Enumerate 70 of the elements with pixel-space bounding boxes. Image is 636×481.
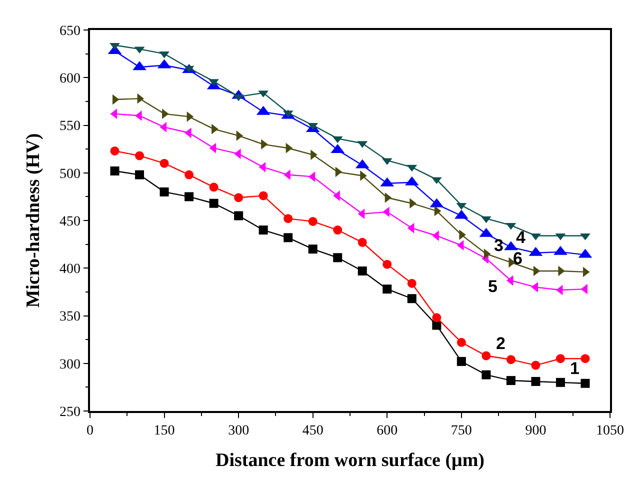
y-tick-label: 300 xyxy=(59,357,80,372)
point xyxy=(333,226,342,235)
point xyxy=(456,356,466,366)
series-label: 4 xyxy=(516,228,526,247)
point xyxy=(456,338,466,347)
point xyxy=(432,313,442,322)
point xyxy=(531,376,540,386)
point xyxy=(160,158,169,168)
point xyxy=(506,355,516,364)
point xyxy=(333,253,342,262)
x-tick-label: 1050 xyxy=(596,424,624,439)
point xyxy=(580,378,590,388)
x-tick-label: 750 xyxy=(450,424,472,439)
point xyxy=(506,376,516,386)
point xyxy=(407,294,416,304)
point xyxy=(284,214,293,224)
point xyxy=(258,226,268,235)
y-tick-label: 400 xyxy=(59,262,80,278)
point xyxy=(358,238,367,247)
y-axis-title: Micro-hardness (HV) xyxy=(22,133,44,308)
y-tick-label: 550 xyxy=(59,119,80,134)
point xyxy=(580,233,590,240)
point xyxy=(482,351,491,360)
x-tick-label: 900 xyxy=(525,424,546,439)
x-tick-label: 300 xyxy=(228,424,250,439)
x-tick-label: 0 xyxy=(86,424,94,439)
point xyxy=(382,260,392,269)
point xyxy=(209,182,218,192)
point xyxy=(432,320,442,330)
point xyxy=(184,170,194,180)
point xyxy=(556,378,565,387)
point xyxy=(209,198,218,208)
series-label: 3 xyxy=(494,236,504,255)
point xyxy=(358,266,367,276)
y-tick-label: 450 xyxy=(59,214,80,230)
point xyxy=(308,216,318,226)
x-tick-label: 150 xyxy=(154,424,175,439)
point xyxy=(482,370,491,380)
series-label: 5 xyxy=(488,277,498,296)
point xyxy=(530,233,541,240)
point xyxy=(456,240,464,250)
series-label: 1 xyxy=(570,359,580,378)
point xyxy=(382,284,392,294)
x-tick-label: 450 xyxy=(302,424,324,439)
x-tick-label: 600 xyxy=(376,424,398,439)
point xyxy=(236,130,244,141)
point xyxy=(110,42,120,50)
point xyxy=(407,278,416,288)
y-tick-label: 650 xyxy=(59,24,80,39)
y-tick-label: 500 xyxy=(59,166,80,182)
y-tick-label: 250 xyxy=(59,404,80,420)
point xyxy=(135,170,144,180)
series-label: 6 xyxy=(513,249,522,268)
point xyxy=(110,166,120,176)
point xyxy=(258,191,268,200)
point xyxy=(284,233,293,242)
point xyxy=(556,354,565,364)
point xyxy=(308,244,318,254)
point xyxy=(184,192,194,202)
point xyxy=(160,187,169,196)
point xyxy=(234,193,244,202)
point xyxy=(234,211,244,220)
point xyxy=(110,146,120,156)
point xyxy=(580,354,590,364)
series-label: 2 xyxy=(496,334,506,353)
point xyxy=(531,360,540,370)
point xyxy=(135,151,144,160)
y-tick-label: 600 xyxy=(59,72,80,87)
y-tick-label: 350 xyxy=(59,310,80,325)
x-axis-title: Distance from worn surface (μm) xyxy=(216,450,484,471)
